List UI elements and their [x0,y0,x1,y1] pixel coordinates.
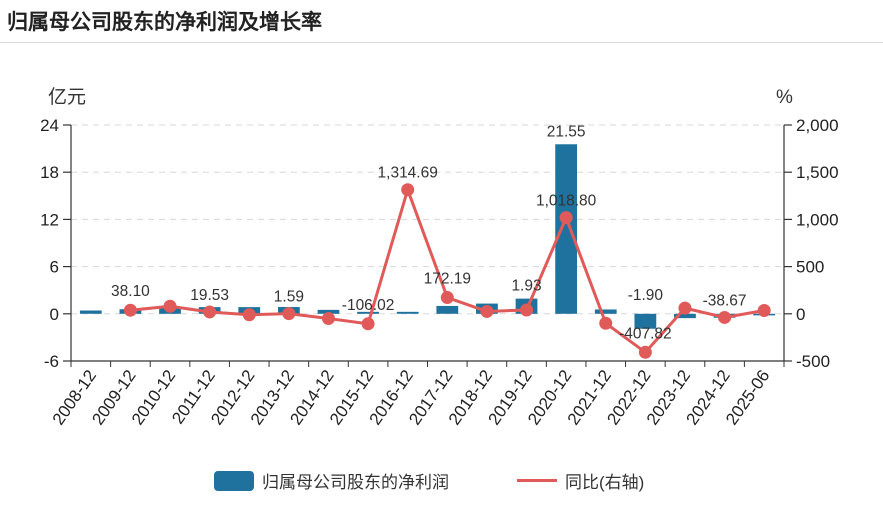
data-label: 21.55 [547,123,586,140]
left-tick-label: -6 [44,352,59,371]
legend-line-label: 同比(右轴) [565,473,645,492]
data-label: 1.93 [511,278,541,295]
bar [436,305,459,314]
bar [555,144,578,314]
bar [396,311,419,314]
left-tick-label: 0 [50,305,59,324]
line-point [361,317,375,331]
data-label: 38.10 [111,283,150,300]
line-point [163,299,177,313]
left-tick-label: 18 [40,163,59,182]
left-unit-label: 亿元 [48,86,86,108]
data-label: 1,018.80 [536,193,597,210]
right-tick-label: 2,000 [796,116,839,135]
legend-bar-label: 归属母公司股东的净利润 [262,473,449,492]
data-label: 1,314.69 [378,165,438,182]
data-label: 1.59 [274,289,304,306]
legend-item-line[interactable]: 同比(右轴) [517,468,644,493]
bar [79,310,102,314]
title-divider [0,42,883,43]
bar [634,313,657,329]
line-point [321,312,335,326]
legend: 归属母公司股东的净利润 同比(右轴) [0,468,883,496]
data-label: -407.82 [619,325,672,342]
right-tick-label: 1,000 [796,210,839,229]
right-tick-label: -500 [796,352,830,371]
legend-bar-swatch [214,470,254,491]
line-point [123,303,137,317]
line-point [757,303,771,317]
line-layer [123,183,771,359]
bar [317,309,340,314]
left-tick-label: 6 [50,258,59,277]
bar [357,311,379,314]
page-title: 归属母公司股东的净利润及增长率 [7,11,322,34]
line-point [242,308,256,322]
data-label: -1.90 [628,287,664,304]
line-point [282,307,296,321]
legend-item-bar[interactable]: 归属母公司股东的净利润 [214,468,449,493]
grid-layer [71,124,784,315]
data-label: -106.02 [342,297,395,314]
data-label: -38.67 [703,292,747,309]
line-point [559,211,573,225]
line-point [401,183,415,197]
line-point [520,303,534,317]
line-point [638,345,652,359]
legend-line-swatch [517,479,557,482]
line-point [440,291,454,305]
line-point [718,310,732,324]
right-tick-label: 0 [796,305,805,324]
left-tick-label: 12 [40,210,59,229]
bar [674,313,696,319]
data-label: 172.19 [424,271,471,288]
right-unit-label: % [776,87,793,108]
label-layer: 38.10 19.53 1.59 -106.02 1,314.69 172.19 1.93 2… [111,123,747,342]
left-tick-label: 24 [40,116,59,135]
data-label: 19.53 [190,287,229,304]
line-point [599,316,613,330]
line-point [203,305,217,319]
bar [594,309,617,314]
right-tick-label: 1,500 [796,163,839,182]
line-point [678,301,692,315]
chart: 亿元 % -606121824-50005001,0001,5002,00020… [40,86,839,428]
right-tick-label: 500 [796,258,824,277]
line-point [480,304,494,318]
